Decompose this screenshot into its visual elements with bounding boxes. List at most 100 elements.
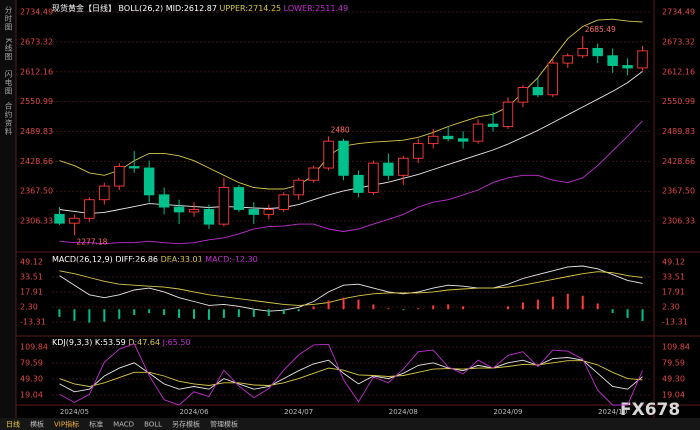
candle-body <box>577 47 588 57</box>
candle-body <box>383 162 394 176</box>
macd-bar <box>237 309 240 317</box>
candle-body <box>502 101 514 127</box>
macd-bar <box>551 296 554 310</box>
x-tick-label: 2024/06 <box>179 408 209 416</box>
side-tab[interactable]: 闪电图 <box>4 70 13 96</box>
legend: DIFF:26.86 <box>115 255 158 264</box>
legend: K:53.59 <box>95 338 126 347</box>
macd-bar <box>178 309 181 318</box>
toolbar-button[interactable]: BOLL <box>144 421 162 429</box>
title: MACD(26,12,9) <box>52 255 113 264</box>
macd-bar <box>536 299 539 310</box>
candle-body <box>562 55 574 64</box>
toolbar-button[interactable]: 日线 <box>6 420 20 429</box>
indicator-line <box>59 265 643 312</box>
candle-body <box>54 213 65 224</box>
y-tick-label: 2612.16 <box>662 67 695 76</box>
macd-bar <box>88 309 91 323</box>
y-tick-label: 2550.99 <box>20 97 53 106</box>
macd-bar <box>581 295 584 310</box>
candle-body <box>547 62 559 96</box>
macd-bar <box>252 309 255 317</box>
toolbar-button[interactable]: MACD <box>113 421 134 429</box>
macd-bar <box>566 293 569 310</box>
candle-body <box>338 140 349 176</box>
y-tick-label: 2306.33 <box>662 217 695 226</box>
candle-body <box>622 65 633 69</box>
y-tick-label: 2612.16 <box>20 67 53 76</box>
indicator-line <box>59 120 643 245</box>
y-tick-label: 49.30 <box>662 374 685 383</box>
macd-bar <box>148 309 151 314</box>
macd-bar <box>327 300 330 310</box>
indicator: BOLL(26,2) <box>119 4 164 13</box>
legend: J:65.50 <box>162 338 191 347</box>
candle-body <box>353 174 364 193</box>
y-tick-label: 2428.66 <box>662 157 695 166</box>
side-tab[interactable]: K线图 <box>4 38 13 61</box>
indicator-line <box>59 18 643 190</box>
macd-bar <box>73 309 76 321</box>
watermark: FX678 <box>620 400 680 420</box>
legend: LOWER:2511.49 <box>284 4 349 13</box>
macd-bar <box>372 304 375 310</box>
y-tick-label: 79.59 <box>662 359 685 368</box>
title: 现货黄金【日线】 <box>52 3 116 13</box>
candle-body <box>308 167 319 181</box>
side-tab[interactable]: 合约资料 <box>4 101 13 137</box>
macd-bar <box>447 304 450 310</box>
extreme-label: 2685.49 <box>585 25 616 34</box>
macd-bar <box>58 309 61 317</box>
toolbar-button[interactable]: 另存模板 <box>172 420 200 429</box>
candle-body <box>457 138 469 142</box>
y-tick-label: 109.84 <box>20 343 48 352</box>
macd-bar <box>297 309 300 312</box>
macd-bar <box>193 309 196 319</box>
candle-body <box>442 135 454 140</box>
toolbar-button[interactable]: 标准 <box>89 420 103 429</box>
candle-body <box>592 47 603 57</box>
toolbar-button[interactable]: 管理模板 <box>210 420 238 429</box>
indicator-line <box>59 357 643 393</box>
side-strip <box>0 0 16 418</box>
indicator-line <box>59 343 643 406</box>
candle-body <box>427 135 439 145</box>
y-tick-label: 2550.99 <box>662 97 695 106</box>
macd-bar <box>417 308 420 310</box>
candle-body <box>69 217 80 224</box>
candle-body <box>293 179 304 196</box>
macd-bar <box>387 308 390 310</box>
candle-body <box>188 209 200 213</box>
extreme-label: 2277.18 <box>76 237 107 246</box>
side-tab[interactable]: 分时图 <box>4 6 13 32</box>
candle-body <box>637 50 648 69</box>
toolbar <box>0 418 700 430</box>
macd-bar <box>133 309 136 315</box>
macd-bar <box>207 309 210 320</box>
candle-body <box>323 140 334 169</box>
y-tick-label: 2.30 <box>662 303 680 312</box>
extreme-label: 2480 <box>331 125 350 134</box>
y-tick-label: 49.30 <box>20 374 43 383</box>
y-tick-label: 2734.49 <box>662 8 695 17</box>
candle-body <box>472 123 484 142</box>
y-tick-label: 19.04 <box>662 390 685 399</box>
toolbar-button[interactable]: 横板 <box>30 420 44 429</box>
x-tick-label: 2024/07 <box>284 408 313 416</box>
macd-bar <box>312 306 315 310</box>
candle-body <box>263 209 275 215</box>
x-tick-label: 2024/09 <box>493 408 522 416</box>
y-tick-label: 17.91 <box>20 288 43 297</box>
legend: MID:2612.87 <box>166 4 217 13</box>
y-tick-label: 49.12 <box>20 258 43 267</box>
legend: MACD:-12.30 <box>205 255 257 264</box>
main-header: 现货黄金【日线】 BOLL(26,2) MID:2612.87 UPPER:27… <box>52 3 348 13</box>
legend: DEA:33.01 <box>161 255 203 264</box>
macd-header: MACD(26,12,9) DIFF:26.86 DEA:33.01 MACD:… <box>52 255 258 264</box>
y-tick-label: 2673.32 <box>20 37 53 46</box>
y-tick-label: 79.59 <box>20 359 43 368</box>
macd-bar <box>163 309 166 315</box>
candle-body <box>413 143 424 159</box>
toolbar-button[interactable]: VIP指标 <box>54 420 79 429</box>
